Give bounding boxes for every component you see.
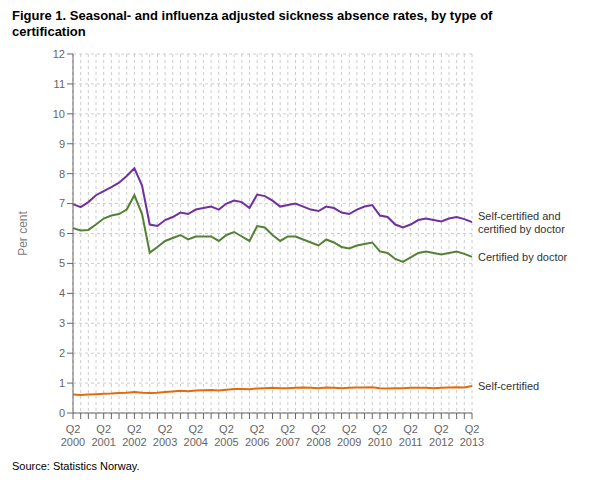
svg-text:10: 10 [53, 108, 65, 120]
svg-text:Q22005: Q22005 [214, 423, 238, 448]
svg-text:Self-certified andcertified by: Self-certified andcertified by doctor [478, 210, 565, 235]
svg-text:Q22012: Q22012 [429, 423, 453, 448]
svg-text:12: 12 [53, 48, 65, 60]
svg-text:Q22010: Q22010 [368, 423, 392, 448]
svg-text:Per cent: Per cent [16, 210, 30, 255]
svg-text:4: 4 [59, 287, 65, 299]
svg-text:Self-certified: Self-certified [478, 380, 539, 392]
svg-text:Q22011: Q22011 [399, 423, 423, 448]
svg-text:5: 5 [59, 257, 65, 269]
svg-text:Q22003: Q22003 [153, 423, 177, 448]
svg-text:Q22000: Q22000 [61, 423, 85, 448]
svg-text:0: 0 [59, 407, 65, 419]
svg-text:Q22013: Q22013 [460, 423, 484, 448]
html-text:Source: Statistics Norway.: Source: Statistics Norway. [12, 460, 140, 472]
svg-text:7: 7 [59, 197, 65, 209]
svg-text:Q22007: Q22007 [276, 423, 300, 448]
svg-text:Q22009: Q22009 [337, 423, 361, 448]
svg-text:Certified by doctor: Certified by doctor [478, 251, 568, 263]
html-text:certification: certification [12, 24, 86, 39]
svg-text:1: 1 [59, 377, 65, 389]
svg-text:9: 9 [59, 138, 65, 150]
svg-text:8: 8 [59, 168, 65, 180]
svg-text:11: 11 [54, 78, 65, 90]
svg-text:Q22008: Q22008 [306, 423, 330, 448]
svg-text:Q22006: Q22006 [245, 423, 269, 448]
html-text:Figure 1. Seasonal- and influe: Figure 1. Seasonal- and influenza adjust… [12, 8, 493, 23]
svg-text:Q22001: Q22001 [91, 423, 115, 448]
svg-text:Q22002: Q22002 [122, 423, 146, 448]
svg-text:3: 3 [59, 317, 65, 329]
svg-text:2: 2 [59, 347, 65, 359]
svg-text:6: 6 [59, 227, 65, 239]
svg-text:Q22004: Q22004 [184, 423, 208, 448]
